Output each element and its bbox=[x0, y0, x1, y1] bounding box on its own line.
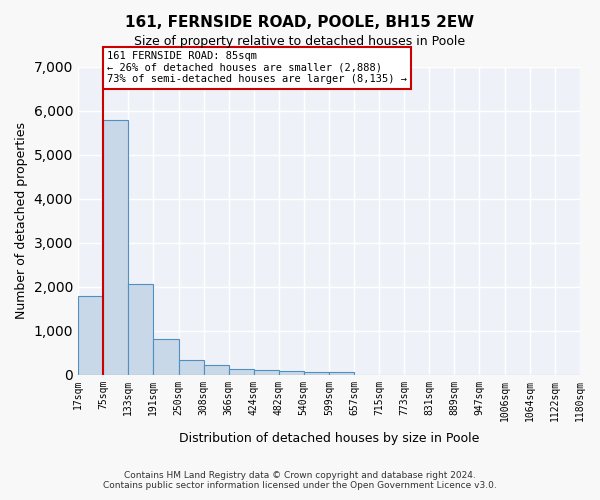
Bar bbox=[254, 370, 278, 375]
Text: 161 FERNSIDE ROAD: 85sqm
← 26% of detached houses are smaller (2,888)
73% of sem: 161 FERNSIDE ROAD: 85sqm ← 26% of detach… bbox=[107, 51, 407, 84]
Bar bbox=[203, 365, 229, 375]
Text: 161, FERNSIDE ROAD, POOLE, BH15 2EW: 161, FERNSIDE ROAD, POOLE, BH15 2EW bbox=[125, 15, 475, 30]
Bar bbox=[179, 360, 203, 375]
Bar bbox=[304, 372, 329, 375]
Bar bbox=[103, 120, 128, 375]
Bar bbox=[229, 369, 254, 375]
Bar bbox=[329, 372, 354, 375]
Bar bbox=[78, 296, 103, 375]
Y-axis label: Number of detached properties: Number of detached properties bbox=[15, 122, 28, 320]
X-axis label: Distribution of detached houses by size in Poole: Distribution of detached houses by size … bbox=[179, 432, 479, 445]
Text: Size of property relative to detached houses in Poole: Size of property relative to detached ho… bbox=[134, 35, 466, 48]
Bar bbox=[278, 371, 304, 375]
Bar bbox=[153, 339, 179, 375]
Text: Contains HM Land Registry data © Crown copyright and database right 2024.
Contai: Contains HM Land Registry data © Crown c… bbox=[103, 470, 497, 490]
Bar bbox=[128, 284, 153, 375]
